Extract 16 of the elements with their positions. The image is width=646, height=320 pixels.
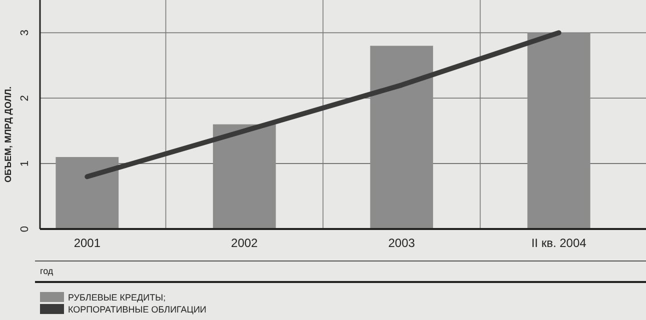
bar: [527, 32, 590, 229]
y-tick-label: 1: [19, 160, 31, 167]
legend-label: КОРПОРАТИВНЫЕ ОБЛИГАЦИИ: [68, 304, 206, 314]
bar: [370, 46, 434, 229]
x-tick-label: 2001: [74, 236, 101, 250]
y-tick-label: 0: [19, 226, 31, 232]
x-tick-label: II кв. 2004: [531, 236, 587, 250]
y-tick-label: 3: [19, 30, 31, 36]
legend-label: РУБЛЕВЫЕ КРЕДИТЫ;: [68, 292, 166, 302]
y-axis-title: ОБЪЕМ, МЛРД ДОЛЛ.: [3, 86, 13, 182]
x-axis-title: год: [40, 266, 54, 276]
x-tick-label: 2003: [388, 236, 416, 250]
bar: [56, 157, 119, 229]
bar: [212, 124, 276, 229]
x-tick-label: 2002: [231, 236, 258, 250]
y-tick-label: 2: [19, 95, 31, 102]
